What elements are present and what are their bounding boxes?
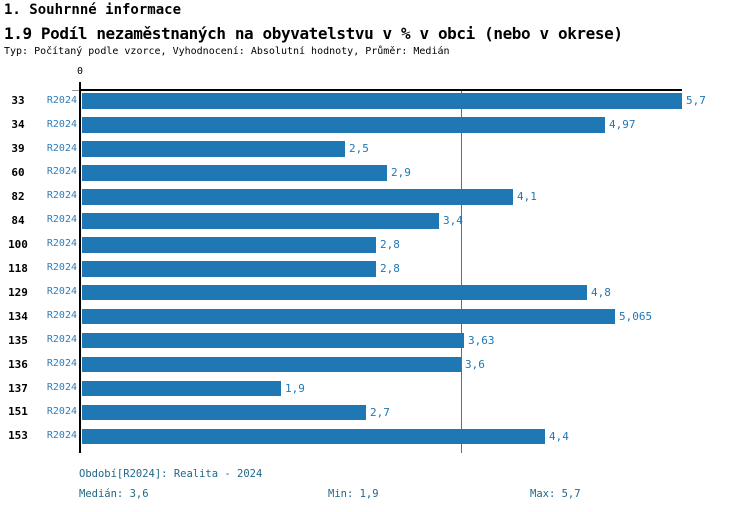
row-category-label: 82 xyxy=(11,189,25,203)
bar-value-label: 1,9 xyxy=(285,381,305,395)
bar-value-label: 3,63 xyxy=(468,333,495,347)
footer-period-label: Období[R2024]: Realita - 2024 xyxy=(79,468,263,480)
bar-value-label: 2,9 xyxy=(391,166,411,180)
row-series-label: R2024 xyxy=(46,214,77,226)
chart-subtitle: Typ: Počítaný podle vzorce, Vyhodnocení:… xyxy=(4,46,450,57)
footer-median-label: Medián: 3,6 xyxy=(79,488,149,500)
bar-value-label: 2,8 xyxy=(380,261,400,275)
y-axis-line xyxy=(79,82,81,453)
footer-max-label: Max: 5,7 xyxy=(530,488,581,500)
row-series-label: R2024 xyxy=(46,94,77,106)
bar xyxy=(82,284,587,301)
bar-value-label: 3,6 xyxy=(465,357,485,371)
row-series-label: R2024 xyxy=(46,142,77,154)
bar-chart-plot-area: 0 33 R2024 5,7 34 R2024 4,97 39 R2024 2,5 60 R2024… xyxy=(0,60,750,460)
row-series-label: R2024 xyxy=(46,262,77,274)
row-category-label: 100 xyxy=(8,237,28,251)
bar-value-label: 5,065 xyxy=(619,309,653,323)
section-title: 1. Souhrnné informace xyxy=(4,2,182,18)
row-category-label: 129 xyxy=(8,285,28,299)
row-category-label: 60 xyxy=(11,165,25,179)
bar xyxy=(82,165,387,181)
row-series-label: R2024 xyxy=(46,405,77,417)
bar xyxy=(82,213,439,229)
row-series-label: R2024 xyxy=(46,382,77,393)
chart-title: 1.9 Podíl nezaměstnaných na obyvatelstvu… xyxy=(4,24,623,43)
bar xyxy=(82,332,464,349)
bar xyxy=(82,260,376,277)
bar-value-label: 4,1 xyxy=(517,190,537,204)
row-series-label: R2024 xyxy=(46,118,77,130)
row-series-label: R2024 xyxy=(46,190,77,202)
row-category-label: 136 xyxy=(8,357,28,371)
row-category-label: 151 xyxy=(8,405,28,419)
row-series-label: R2024 xyxy=(46,334,77,346)
row-category-label: 33 xyxy=(11,94,25,108)
footer-min-label: Min: 1,9 xyxy=(328,488,379,500)
row-category-label: 84 xyxy=(11,213,25,227)
x-axis-zero-tick-label: 0 xyxy=(76,66,84,77)
bar xyxy=(82,93,682,109)
bar xyxy=(82,117,605,133)
row-category-label: 137 xyxy=(8,381,28,395)
median-reference-line xyxy=(461,91,462,453)
bar-value-label: 4,97 xyxy=(609,118,636,132)
bar-value-label: 3,4 xyxy=(443,214,463,228)
row-category-label: 135 xyxy=(8,333,28,347)
bar-value-label: 2,8 xyxy=(380,238,400,251)
row-series-label: R2024 xyxy=(46,310,77,322)
bar xyxy=(82,404,366,421)
x-axis-top-border xyxy=(81,89,682,91)
bar xyxy=(82,356,461,373)
bar-value-label: 4,4 xyxy=(549,429,569,443)
bar xyxy=(82,380,281,397)
row-series-label: R2024 xyxy=(46,238,77,250)
bar-value-label: 2,5 xyxy=(349,142,369,156)
bar xyxy=(82,237,376,253)
bar xyxy=(82,189,513,205)
bar-value-label: 5,7 xyxy=(686,94,706,108)
row-series-label: R2024 xyxy=(46,166,77,178)
row-category-label: 134 xyxy=(8,309,28,323)
row-series-label: R2024 xyxy=(46,429,77,441)
row-category-label: 153 xyxy=(8,429,28,443)
x-axis-zero-tick xyxy=(72,90,79,91)
row-series-label: R2024 xyxy=(46,286,77,298)
row-series-label: R2024 xyxy=(46,358,77,370)
row-category-label: 118 xyxy=(8,261,28,275)
row-category-label: 34 xyxy=(11,118,25,132)
bar xyxy=(82,428,545,445)
bar xyxy=(82,141,345,157)
bar-value-label: 2,7 xyxy=(370,405,390,419)
bar-value-label: 4,8 xyxy=(591,285,611,299)
bar xyxy=(82,308,615,325)
row-category-label: 39 xyxy=(11,142,25,155)
